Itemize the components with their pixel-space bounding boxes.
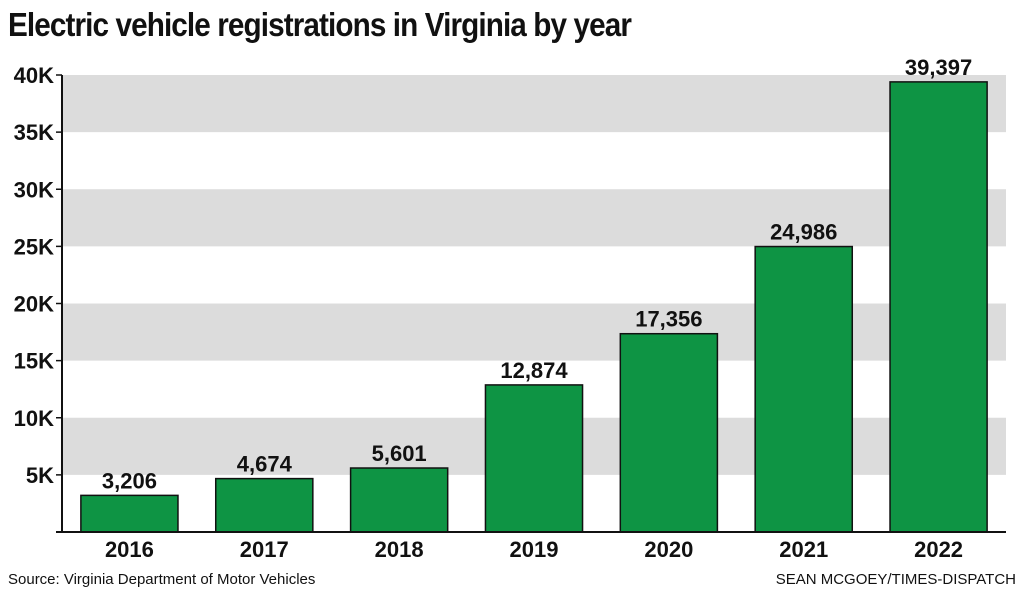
y-tick-label: 15K: [14, 349, 54, 374]
x-tick-label-2020: 2020: [644, 537, 693, 562]
credit-note: SEAN MCGOEY/TIMES-DISPATCH: [775, 571, 1016, 588]
x-tick-label-2022: 2022: [914, 537, 963, 562]
chart-title: Electric vehicle registrations in Virgin…: [8, 6, 632, 43]
x-axis: 2016 2017 2018 2019 2020 2021 2022: [56, 531, 1006, 562]
x-tick-label-2017: 2017: [240, 537, 289, 562]
data-label-2020: 17,356: [635, 307, 702, 332]
data-label-2022: 39,397: [905, 55, 972, 80]
x-tick-label-2016: 2016: [105, 537, 154, 562]
y-tick-label: 10K: [14, 406, 54, 431]
bar-2022: [889, 81, 988, 533]
y-tick-label: 30K: [14, 177, 54, 202]
x-tick-label-2018: 2018: [375, 537, 424, 562]
y-tick-label: 5K: [26, 463, 54, 488]
data-labels: 3,206 4,674 5,601 12,874 17,356 24,986 39,397: [102, 55, 972, 493]
data-label-2018: 5,601: [372, 441, 427, 466]
bars: [80, 81, 988, 533]
y-tick-label: 35K: [14, 120, 54, 145]
x-tick-label-2019: 2019: [510, 537, 559, 562]
bar-2018: [349, 467, 449, 533]
y-axis: 5K 10K 15K 20K 25K 30K 35K 40K: [14, 63, 63, 532]
grid-band: [62, 303, 1006, 361]
data-label-2021: 24,986: [770, 220, 837, 245]
x-tick-label-2021: 2021: [779, 537, 828, 562]
bar-2021: [754, 245, 854, 533]
bar-2020: [619, 332, 719, 533]
grid-band: [62, 75, 1006, 133]
bar-2017: [214, 477, 314, 533]
y-tick-label: 25K: [14, 234, 54, 259]
data-label-2017: 4,674: [237, 452, 293, 477]
data-label-2019: 12,874: [500, 358, 568, 383]
y-tick-label: 40K: [14, 63, 54, 88]
y-tick-label: 20K: [14, 292, 54, 317]
source-note: Source: Virginia Department of Motor Veh…: [8, 571, 316, 588]
bar-2019: [484, 384, 584, 533]
grid-band: [62, 189, 1006, 247]
bar-2016: [80, 494, 179, 533]
data-label-2016: 3,206: [102, 468, 157, 493]
